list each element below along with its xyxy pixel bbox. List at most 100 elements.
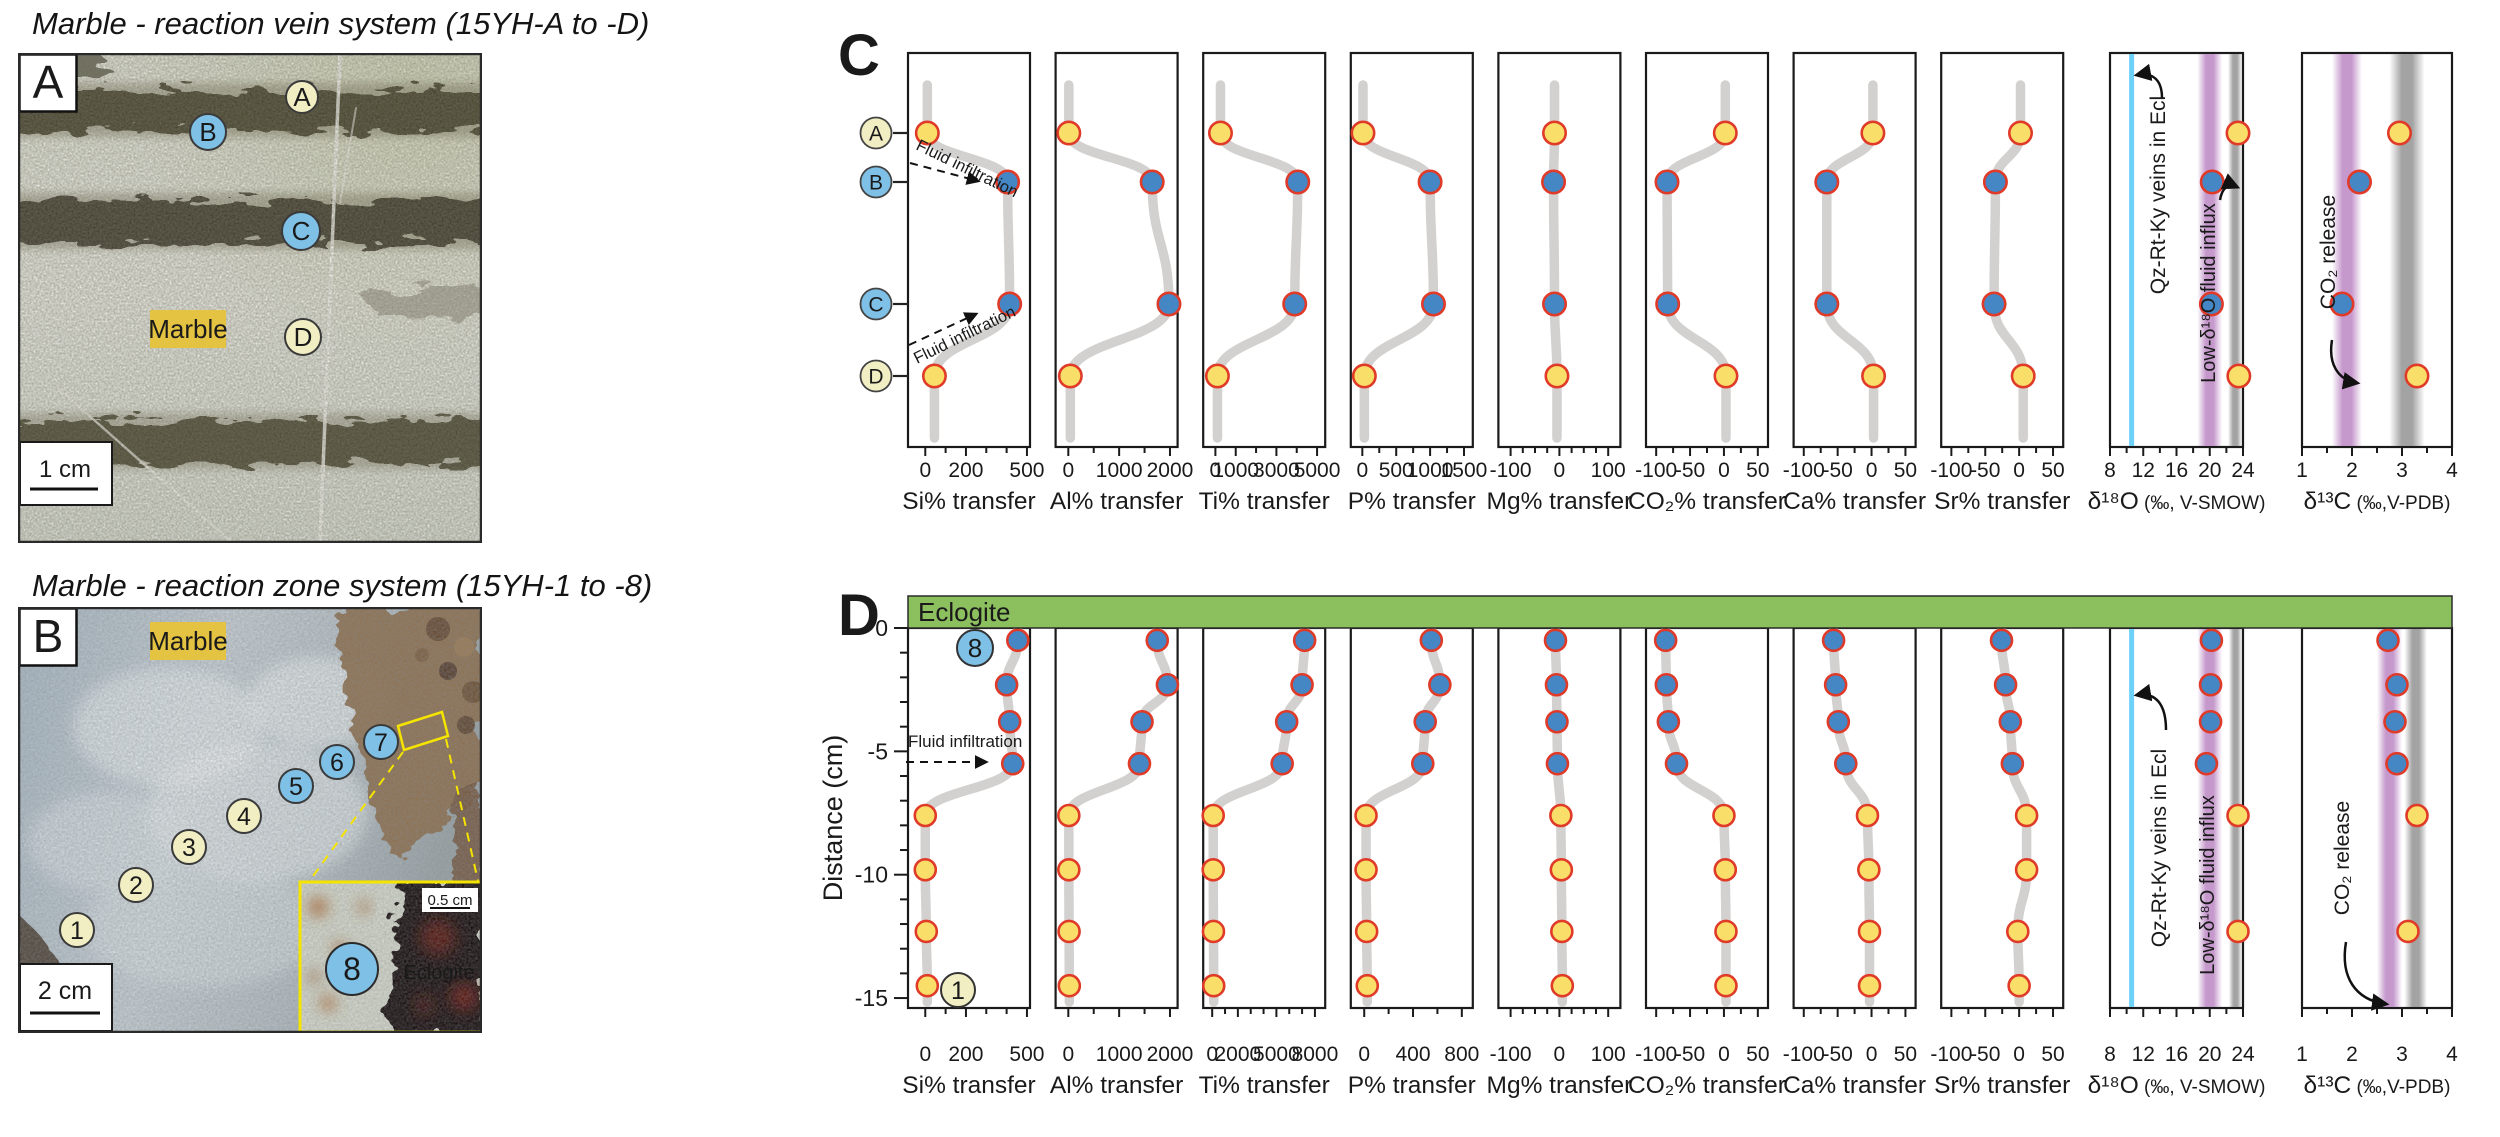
data-point-p-A — [1350, 120, 1376, 146]
y-axis-title: Distance (cm) — [820, 735, 848, 902]
photo-sample-marker-7 — [363, 724, 399, 760]
x-tick-label: -50 — [1970, 1043, 2000, 1066]
data-point-sr-7 — [1993, 672, 2018, 697]
x-axis-title: Ca% transfer — [1783, 488, 1926, 515]
x-tick-label: 1000 — [1096, 459, 1143, 482]
sample-markers-b: 1 2 3 4 56 7 — [59, 724, 399, 948]
x-tick-label: -100 — [1783, 459, 1825, 482]
photo-sample-marker-C — [281, 211, 321, 251]
data-point-ca-7 — [1823, 672, 1848, 697]
x-tick-label: 1 — [2296, 1043, 2308, 1066]
x-tick-label: 1000 — [1407, 459, 1454, 482]
profile-curve — [1212, 80, 1303, 443]
panel-letter-D: D — [838, 583, 880, 648]
photo-a-frame — [18, 53, 482, 543]
profile-curve — [1989, 80, 2028, 443]
x-tick-label: 200 — [948, 1043, 983, 1066]
x-tick-label: 50 — [2041, 1043, 2064, 1066]
row-marker-A — [859, 116, 893, 150]
data-point-d13c-A — [2387, 120, 2413, 146]
photo-sample-marker-A — [285, 80, 319, 114]
data-point-co2-8 — [1653, 628, 1678, 653]
data-point-sr-2 — [2005, 919, 2030, 944]
x-tick-label: 0 — [1554, 459, 1566, 482]
data-point-ti-5 — [1270, 751, 1294, 776]
data-point-si-7 — [994, 672, 1019, 697]
x-tick-label: 0 — [2013, 1043, 2025, 1066]
photo-sample-label: D — [294, 322, 313, 352]
x-tick-label: 5000 — [1253, 1043, 1300, 1066]
x-axis-title: P% transfer — [1348, 1072, 1476, 1099]
photo-sample-marker-2 — [118, 867, 154, 903]
x-tick-label: 0 — [1866, 459, 1878, 482]
y-tick-label: -5 — [868, 738, 888, 764]
row-marker-C — [859, 287, 893, 321]
chart-si: 0 200 500 Si% transfer — [902, 624, 1044, 1099]
data-point-si-1 — [915, 973, 940, 998]
svg-text:CO₂ release: CO₂ release — [2331, 801, 2354, 915]
row-marker-label: B — [869, 172, 883, 195]
x-tick-label: -100 — [1490, 459, 1532, 482]
x-tick-label: 1000 — [1212, 459, 1259, 482]
data-point-ti-C — [1282, 291, 1308, 317]
chart-d13c: 1 2 3 4 δ¹³C (‰,V-PDB) — [2296, 626, 2458, 1099]
data-point-co2-3 — [1713, 857, 1738, 882]
x-tick-label: 0 — [919, 459, 931, 482]
chart-d18o: 8 12 16 20 24 δ¹⁸O (‰, V-SMOW) — [2088, 626, 2265, 1099]
data-point-ca-A — [1860, 120, 1886, 146]
x-tick-label: 500 — [1009, 1043, 1044, 1066]
sample-marker-8-label: 8 — [343, 951, 361, 987]
x-tick-label: -100 — [1783, 1043, 1825, 1066]
svg-text:0.5 cm: 0.5 cm — [427, 892, 472, 909]
data-point-mg-7 — [1544, 672, 1569, 697]
inset-photo: 8 Eclogite 0.5 cm — [298, 880, 482, 1033]
x-axis-title: CO₂% transfer — [1628, 1072, 1786, 1099]
end-sample-labels: 81 — [940, 629, 994, 1008]
x-tick-label: 12 — [2132, 1043, 2155, 1066]
rock-label-a-text: Marble — [148, 314, 227, 344]
data-point-d18o-C — [2198, 291, 2224, 317]
chart-d13c: 1 2 3 4 δ¹³C (‰,V-PDB) — [2296, 51, 2458, 515]
distance-axis: 0 -5 -10 -15 Distance (cm) — [820, 615, 908, 1011]
data-point-d13c-B — [2347, 169, 2373, 195]
profile-curve — [922, 80, 1015, 443]
chart-frame — [1792, 626, 1917, 1010]
annotation-d-fluid: Fluid infiltration — [906, 732, 1022, 769]
photo-sample-label: C — [292, 216, 311, 246]
x-axis-title: δ¹³C (‰,V-PDB) — [2304, 488, 2451, 515]
x-tick-label: 0 — [1356, 459, 1368, 482]
data-point-d13c-5 — [2385, 751, 2409, 776]
panel-b-title: Marble - reaction zone system (15YH-1 to… — [32, 568, 653, 603]
data-point-sr-3 — [2014, 857, 2039, 882]
x-tick-label: 2000 — [1215, 1043, 1262, 1066]
x-axis-title: P% transfer — [1348, 488, 1476, 515]
x-tick-label: 0 — [1062, 1043, 1074, 1066]
x-tick-label: 0 — [2013, 459, 2025, 482]
x-tick-label: -100 — [1635, 459, 1677, 482]
annotation-c-low18o: Low-δ¹⁸O fluid influx — [2198, 173, 2241, 383]
scale-bar-a-text: 1 cm — [39, 456, 91, 483]
data-point-sr-8 — [1989, 628, 2014, 653]
profile-curve — [1548, 80, 1562, 443]
x-axis-title: δ¹³C (‰,V-PDB) — [2304, 1072, 2451, 1099]
data-point-si-5 — [1000, 751, 1025, 776]
data-point-d13c-D — [2404, 363, 2430, 389]
data-point-sr-5 — [2000, 751, 2025, 776]
data-point-ti-7 — [1290, 672, 1314, 697]
x-tick-label: 50 — [2041, 459, 2064, 482]
x-tick-label: 4 — [2446, 1043, 2458, 1066]
data-point-co2-B — [1654, 169, 1680, 195]
chart-frame — [1940, 51, 2065, 449]
data-point-si-D — [921, 363, 947, 389]
data-point-ca-B — [1814, 169, 1840, 195]
x-tick-label: -50 — [1675, 459, 1705, 482]
data-point-p-D — [1351, 363, 1377, 389]
data-point-si-C — [997, 291, 1023, 317]
data-point-si-8 — [1006, 628, 1030, 653]
x-axis-title: Ti% transfer — [1199, 488, 1330, 515]
x-tick-label: 200 — [948, 459, 983, 482]
x-tick-label: 2 — [2346, 1043, 2358, 1066]
photo-b-frame — [18, 607, 482, 1033]
data-point-ca-C — [1814, 291, 1840, 317]
